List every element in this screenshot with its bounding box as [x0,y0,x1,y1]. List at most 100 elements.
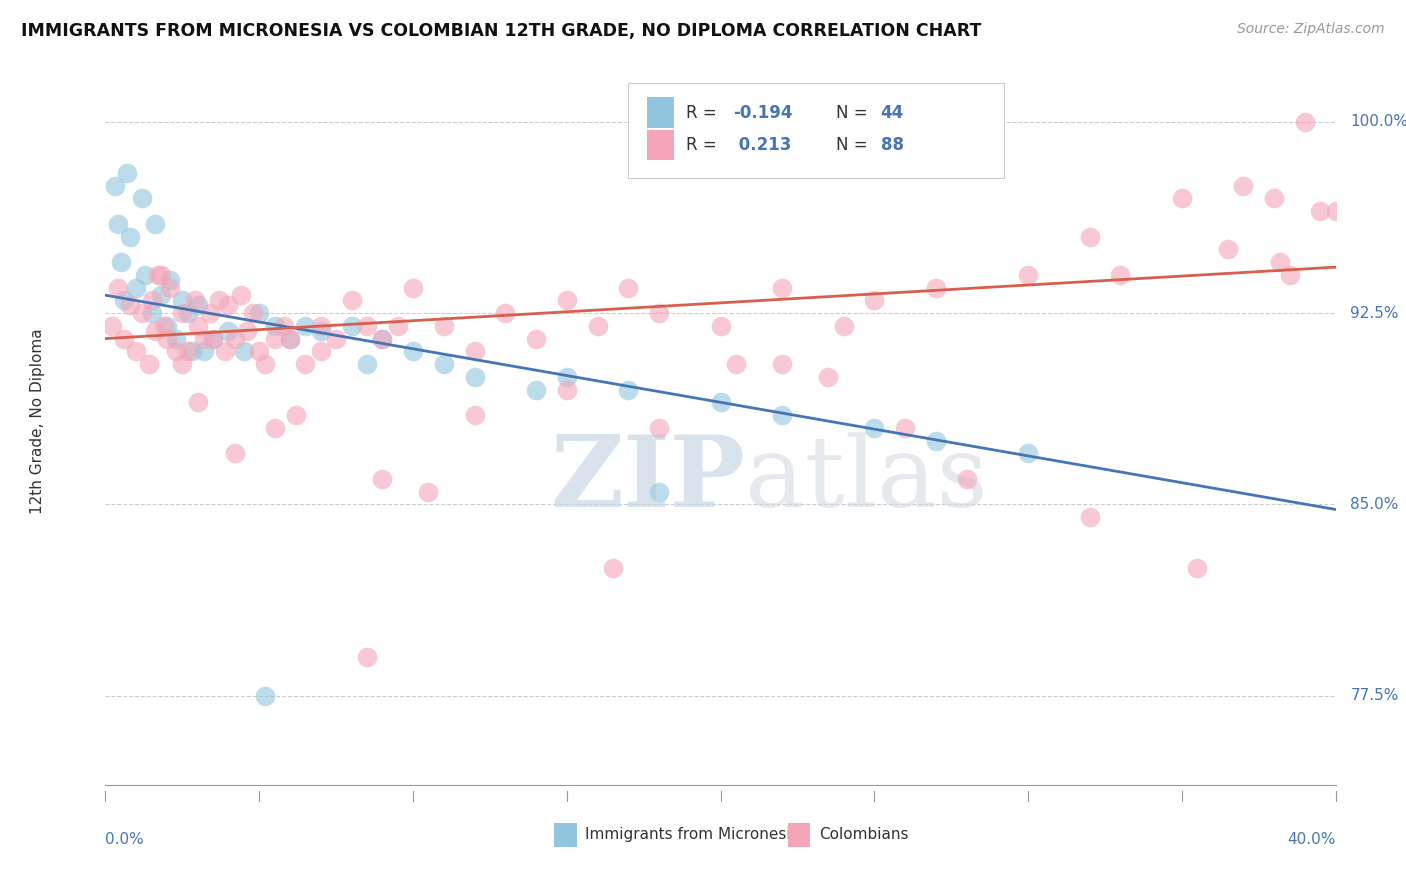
Point [356,650,378,665]
Point [956,472,979,486]
Point [183,293,205,308]
Bar [647,130,673,161]
Text: 77.5%: 77.5% [1350,689,1399,703]
Point [198,306,221,320]
Point [524,383,547,397]
Point [617,280,640,294]
Point [925,280,948,294]
Text: 100.0%: 100.0% [1350,114,1406,129]
Point [120,229,141,244]
Point [724,357,747,371]
Point [263,421,285,435]
Point [193,332,215,346]
Point [165,344,187,359]
Point [817,369,839,384]
Text: 0.213: 0.213 [733,136,792,154]
Point [131,191,153,205]
Point [371,332,394,346]
Point [146,268,169,282]
Point [1324,204,1347,219]
Point [402,280,425,294]
Point [770,357,793,371]
Point [1216,242,1239,256]
Point [224,332,246,346]
Point [555,369,578,384]
Point [214,344,236,359]
Point [115,166,138,180]
Point [177,306,200,320]
Point [107,280,129,294]
Text: ZIP: ZIP [550,431,745,528]
Text: 40.0%: 40.0% [1288,832,1336,847]
Text: 12th Grade, No Diploma: 12th Grade, No Diploma [31,328,45,515]
Point [120,298,141,312]
Text: 88: 88 [880,136,904,154]
Point [131,306,153,320]
Point [602,561,624,575]
Point [107,217,129,231]
Bar [554,822,576,847]
Point [1187,561,1209,575]
Point [294,318,316,333]
Point [278,332,301,346]
Point [371,472,394,486]
Point [387,318,409,333]
Point [134,268,156,282]
Point [202,332,225,346]
Point [586,318,609,333]
Point [648,484,671,499]
Point [172,306,194,320]
Point [247,344,270,359]
Point [218,298,240,312]
Point [1109,268,1132,282]
Point [254,689,277,703]
Point [309,344,332,359]
Point [309,324,332,338]
Point [863,293,886,308]
Point [229,288,252,302]
Point [156,332,179,346]
Point [224,446,246,460]
Point [1278,268,1301,282]
Point [524,332,547,346]
Point [325,332,347,346]
Point [555,293,578,308]
Point [125,344,148,359]
Text: R =: R = [686,103,723,121]
Point [172,357,194,371]
Point [285,408,308,422]
Point [418,484,440,499]
Point [104,178,127,193]
Point [433,318,456,333]
Point [242,306,264,320]
Point [172,293,194,308]
Point [159,280,181,294]
Point [193,344,215,359]
Text: 92.5%: 92.5% [1350,306,1399,320]
Point [1270,255,1292,269]
Point [1309,204,1331,219]
Point [187,318,209,333]
Point [125,280,148,294]
Point [494,306,516,320]
Point [141,293,163,308]
Point [1263,191,1285,205]
Point [555,383,578,397]
Point [617,383,640,397]
Point [1078,510,1101,524]
Point [1171,191,1194,205]
Point [156,318,179,333]
Point [143,217,166,231]
Bar [789,822,810,847]
Point [1017,268,1039,282]
FancyBboxPatch shape [628,84,1004,178]
Point [218,324,240,338]
Point [153,318,176,333]
Bar [647,97,673,128]
Point [100,318,122,333]
Point [247,306,270,320]
Point [710,395,733,409]
Point [278,332,301,346]
Point [464,408,486,422]
Point [141,306,163,320]
